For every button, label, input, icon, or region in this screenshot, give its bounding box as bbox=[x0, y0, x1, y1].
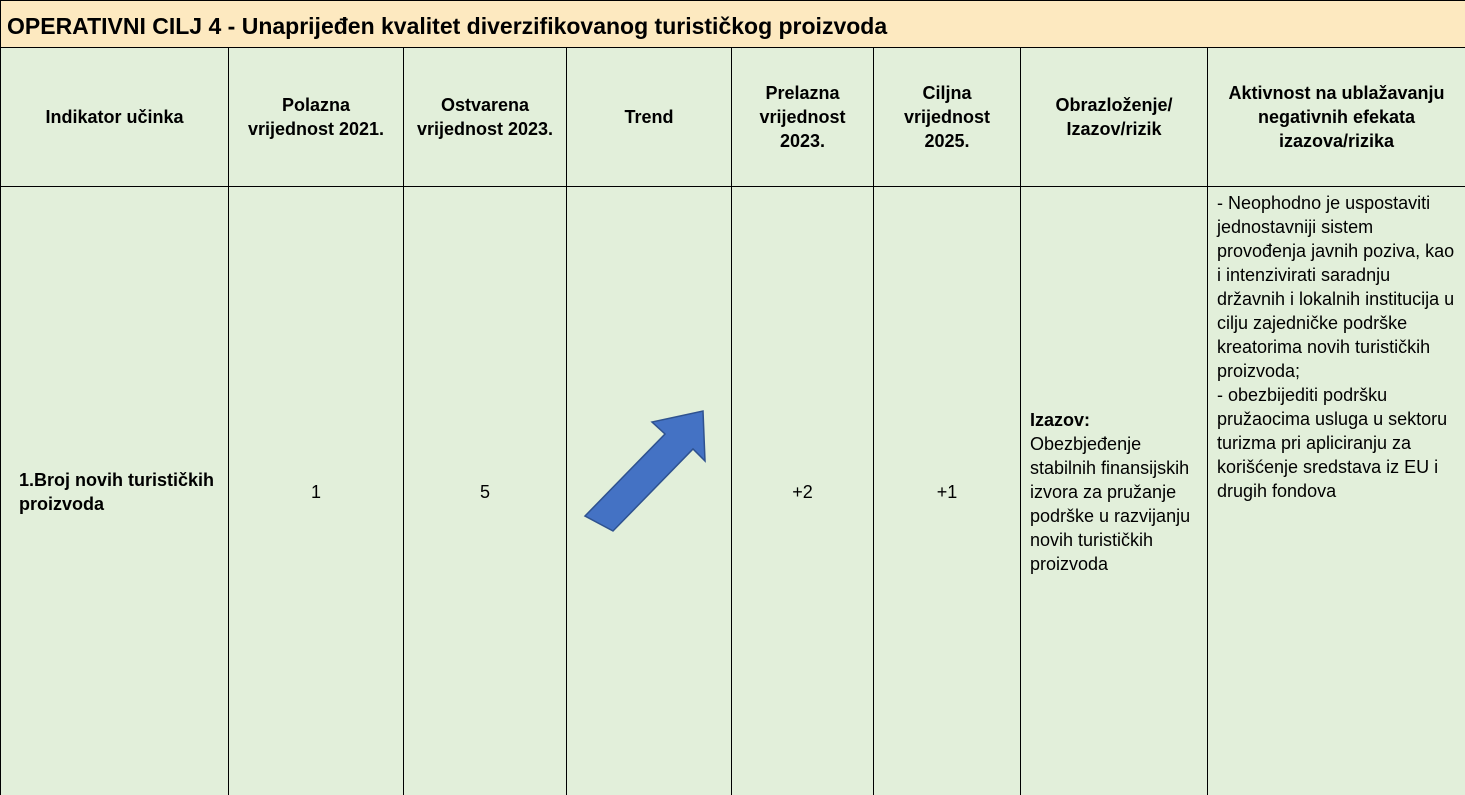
trend-arrow-icon bbox=[583, 410, 706, 532]
header-cell: Aktivnost na ublažavanju negativnih efek… bbox=[1206, 47, 1465, 187]
indicator-cell: 1.Broj novih turističkih proizvoda bbox=[0, 186, 229, 795]
header-cell: Ciljna vrijednost 2025. bbox=[873, 47, 1021, 187]
header-cell: Obrazloženje/ Izazov/rizik bbox=[1020, 47, 1208, 187]
header-row: Indikator učinka Polazna vrijednost 2021… bbox=[0, 47, 1465, 187]
activity-item: - Neophodno je uspostaviti jednostavniji… bbox=[1217, 193, 1455, 381]
header-cell: Ostvarena vrijednost 2023. bbox=[403, 47, 567, 187]
value-cell: 1 bbox=[228, 186, 404, 795]
trend-cell bbox=[566, 186, 732, 795]
challenge-cell: Izazov: Obezbjeđenje stabilnih finansijs… bbox=[1020, 186, 1208, 795]
value-cell: +1 bbox=[873, 186, 1021, 795]
header-cell: Prelazna vrijednost 2023. bbox=[731, 47, 874, 187]
title-row: OPERATIVNI CILJ 4 - Unaprijeđen kvalitet… bbox=[0, 0, 1465, 48]
challenge-text: Obezbjeđenje stabilnih finansijskih izvo… bbox=[1030, 433, 1191, 574]
header-cell: Polazna vrijednost 2021. bbox=[228, 47, 404, 187]
header-cell: Trend bbox=[566, 47, 732, 187]
challenge-label: Izazov: bbox=[1030, 409, 1091, 430]
table-title: OPERATIVNI CILJ 4 - Unaprijeđen kvalitet… bbox=[0, 0, 1465, 48]
activity-cell: - Neophodno je uspostaviti jednostavniji… bbox=[1206, 186, 1465, 795]
value-cell: 5 bbox=[403, 186, 567, 795]
value-cell: +2 bbox=[731, 186, 874, 795]
activity-item: - obezbijediti podršku pružaocima usluga… bbox=[1217, 385, 1448, 501]
up-arrow bbox=[583, 410, 706, 532]
header-cell: Indikator učinka bbox=[0, 47, 229, 187]
data-row: 1.Broj novih turističkih proizvoda 1 5 +… bbox=[0, 186, 1465, 795]
